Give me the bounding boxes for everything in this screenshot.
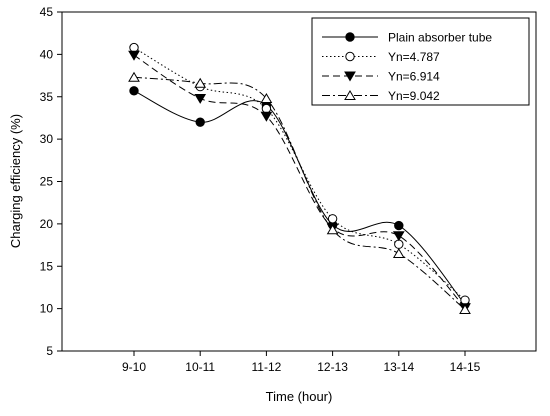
y-tick-label: 15	[40, 259, 54, 273]
legend-marker	[345, 32, 355, 42]
legend-item: Yn=4.787	[322, 50, 440, 64]
x-tick-label: 14-15	[450, 360, 481, 374]
y-tick-label: 25	[40, 175, 54, 189]
series-4	[128, 71, 471, 314]
legend-label: Yn=4.787	[388, 50, 440, 64]
legend-box	[311, 17, 530, 106]
legend-item: Plain absorber tube	[322, 31, 492, 45]
data-point	[261, 103, 272, 114]
data-point	[392, 231, 405, 242]
series-line	[133, 90, 466, 305]
series-1	[129, 86, 470, 310]
y-tick-label: 5	[46, 344, 53, 358]
data-point	[128, 71, 140, 82]
legend-marker	[344, 71, 356, 82]
series-3	[128, 50, 471, 314]
data-point	[194, 93, 207, 104]
data-point	[129, 86, 139, 96]
x-tick-label: 13-14	[383, 360, 414, 374]
x-tick-label: 10-11	[185, 360, 215, 374]
y-axis-label: Charging efficiency (%)	[8, 114, 23, 248]
y-tick-label: 30	[40, 132, 54, 146]
y-tick-label: 20	[40, 217, 54, 231]
x-tick-label: 9-10	[122, 360, 146, 374]
data-point	[129, 42, 139, 53]
x-tick-label: 11-12	[251, 360, 281, 374]
data-point	[394, 239, 404, 249]
data-point	[128, 50, 140, 61]
data-point	[326, 224, 339, 235]
data-point	[459, 303, 471, 314]
data-point	[194, 77, 207, 88]
data-point	[394, 220, 404, 231]
y-tick-label: 35	[40, 90, 54, 104]
legend-label: Yn=9.042	[388, 89, 440, 103]
x-axis-label: Time (hour)	[266, 389, 333, 404]
data-point	[260, 92, 273, 103]
legend-item: Yn=9.042	[322, 89, 440, 103]
data-point	[195, 117, 205, 127]
y-tick-label: 45	[40, 5, 54, 19]
data-point	[260, 111, 273, 122]
x-tick-label: 12-13	[317, 360, 348, 374]
legend-marker	[344, 90, 356, 100]
y-tick-label: 40	[40, 47, 54, 61]
legend-label: Yn=6.914	[388, 70, 440, 84]
data-point	[327, 214, 338, 224]
y-tick-label: 10	[40, 302, 54, 316]
data-point	[460, 295, 470, 305]
legend-item: Yn=6.914	[322, 70, 440, 84]
series-line	[133, 76, 466, 310]
legend-label: Plain absorber tube	[388, 31, 492, 45]
legend-marker	[345, 51, 355, 62]
data-point	[392, 248, 405, 259]
